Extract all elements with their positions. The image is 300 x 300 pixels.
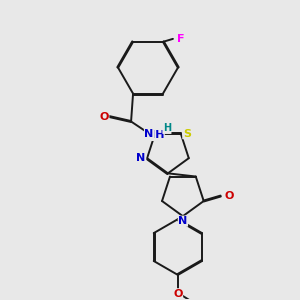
Text: N: N — [136, 153, 146, 163]
Text: N: N — [144, 129, 154, 139]
Text: O: O — [225, 191, 234, 201]
Text: N: N — [178, 216, 188, 226]
Text: F: F — [177, 34, 184, 44]
Text: S: S — [183, 129, 191, 139]
Text: O: O — [100, 112, 109, 122]
Text: H: H — [163, 124, 171, 134]
Text: NH: NH — [146, 130, 164, 140]
Text: O: O — [173, 289, 183, 299]
